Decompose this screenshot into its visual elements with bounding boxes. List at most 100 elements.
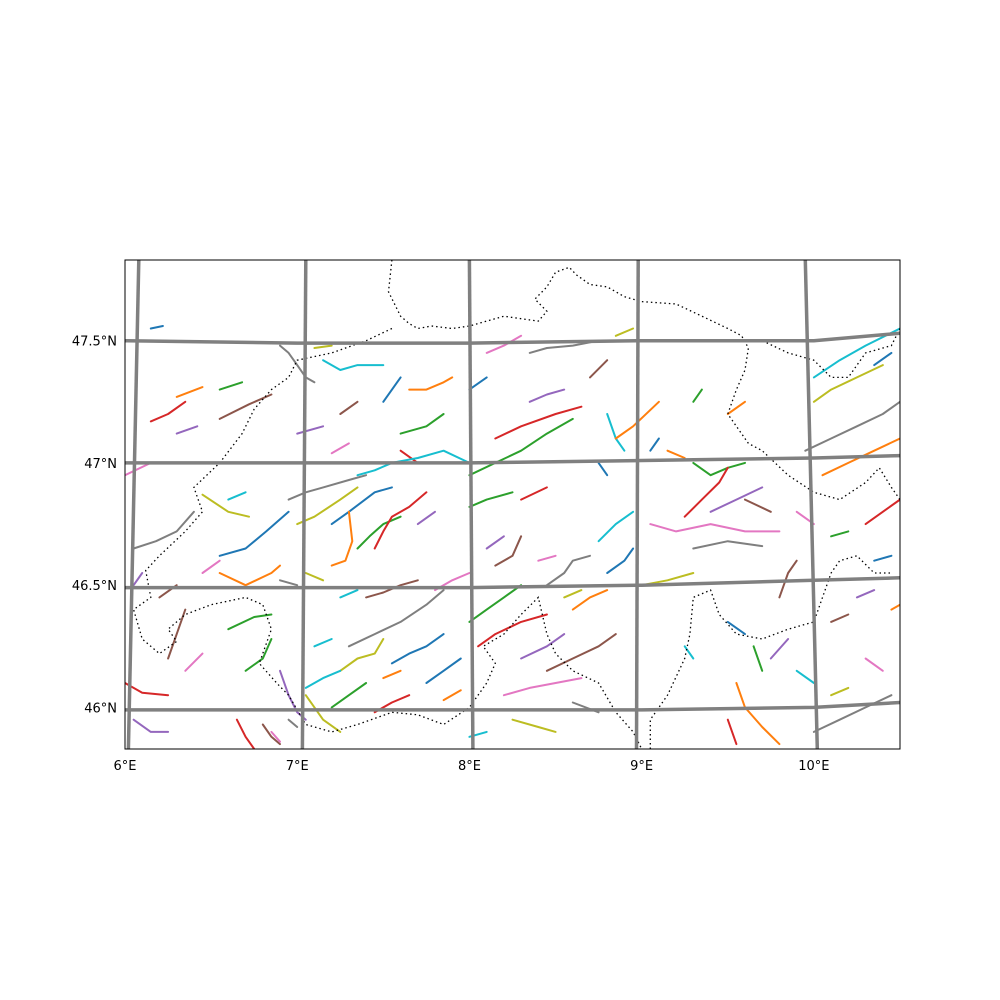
graticule — [125, 260, 900, 749]
parallel-line — [125, 576, 900, 590]
track-line — [692, 461, 746, 477]
y-tick-label: 47.5°N — [72, 335, 117, 350]
track-line — [149, 325, 164, 330]
track-line — [606, 413, 626, 452]
track-line — [442, 689, 462, 702]
track-line — [494, 535, 523, 567]
track-line — [167, 608, 187, 660]
tracks-layer — [125, 325, 900, 749]
track-line — [339, 589, 359, 599]
track-line — [485, 535, 505, 550]
x-tick-label: 9°E — [630, 759, 653, 774]
track-line — [683, 466, 729, 518]
track-line — [218, 564, 281, 587]
track-line — [571, 589, 609, 611]
y-axis-tick-labels: 47.5°N 47°N 46.5°N 46°N — [72, 335, 117, 717]
track-line — [511, 718, 557, 733]
track-line — [864, 657, 884, 672]
track-line — [649, 523, 781, 533]
track-line — [132, 510, 195, 550]
track-line — [804, 400, 900, 452]
track-line — [132, 718, 170, 733]
track-line — [726, 718, 738, 746]
track-line — [468, 584, 523, 623]
track-line — [744, 498, 772, 513]
track-line — [184, 652, 204, 672]
track-line — [830, 530, 850, 538]
map-plot-area — [125, 260, 900, 749]
track-line — [726, 400, 746, 415]
track-line — [347, 589, 445, 648]
track-line — [382, 376, 402, 403]
track-line — [330, 442, 350, 455]
track-line — [149, 400, 187, 423]
x-tick-label: 8°E — [458, 759, 481, 774]
track-line — [528, 388, 566, 403]
track-line — [494, 405, 583, 440]
track-line — [201, 493, 250, 518]
track-line — [227, 613, 273, 631]
track-line — [812, 694, 893, 733]
meridian-line — [300, 260, 308, 749]
track-line — [339, 638, 385, 672]
track-line — [649, 437, 660, 452]
track-line — [373, 491, 428, 550]
x-tick-label: 7°E — [286, 759, 309, 774]
track-line — [589, 359, 609, 379]
track-line — [520, 486, 548, 501]
track-line — [855, 589, 876, 599]
track-line — [399, 449, 419, 464]
track-line — [322, 359, 385, 371]
track-line — [296, 425, 325, 435]
track-line — [390, 633, 445, 665]
track-line — [279, 579, 299, 587]
track-line — [477, 613, 548, 648]
track-line — [227, 491, 247, 501]
track-line — [356, 515, 402, 550]
meridian-line — [634, 260, 640, 749]
track-line — [313, 344, 333, 349]
y-tick-label: 47°N — [84, 457, 117, 472]
track-line — [830, 686, 850, 697]
track-line — [666, 449, 686, 459]
track-line — [545, 633, 617, 672]
track-line — [218, 393, 273, 420]
meridian-line — [126, 260, 141, 749]
track-line — [175, 425, 199, 435]
track-line — [864, 498, 900, 526]
x-tick-label: 6°E — [114, 759, 137, 774]
track-line — [468, 491, 514, 508]
track-line — [270, 730, 281, 743]
track-line — [235, 718, 256, 749]
track-line — [485, 334, 523, 354]
track-line — [296, 486, 359, 526]
track-line — [606, 547, 635, 574]
track-line — [692, 540, 764, 550]
track-line — [132, 572, 144, 587]
meridian-line — [467, 260, 475, 749]
track-line — [287, 474, 368, 501]
track-line — [873, 351, 893, 367]
track-line — [812, 327, 900, 379]
track-line — [304, 572, 325, 582]
track-line — [339, 400, 359, 415]
parallel-line — [125, 453, 900, 465]
track-line — [752, 645, 764, 672]
track-line — [356, 449, 471, 477]
y-tick-label: 46.5°N — [72, 579, 117, 594]
border-line — [132, 327, 643, 749]
track-line — [692, 388, 703, 403]
map-frame — [124, 259, 901, 750]
border-line — [761, 328, 900, 379]
track-line — [425, 657, 462, 684]
track-line — [468, 376, 488, 391]
parallel-line — [125, 700, 900, 712]
track-line — [683, 645, 695, 660]
track-line — [218, 510, 290, 557]
meridian-line — [803, 260, 820, 749]
track-line — [735, 682, 781, 746]
x-tick-label: 10°E — [798, 759, 829, 774]
track-line — [812, 364, 884, 403]
track-line — [709, 486, 764, 513]
